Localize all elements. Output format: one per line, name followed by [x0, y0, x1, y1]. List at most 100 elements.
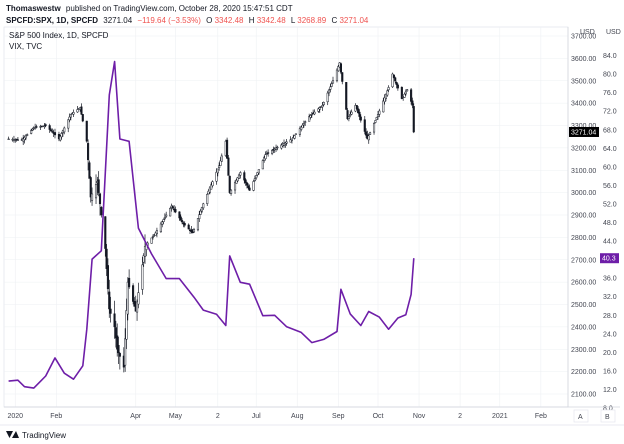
spx-candle-body: [7, 138, 10, 140]
vix-tick-label: 44.0: [603, 239, 617, 246]
time-tick-label: Feb: [50, 413, 62, 420]
spx-candle-body: [387, 87, 390, 91]
spx-candle-body: [53, 132, 57, 136]
spx-candle-body: [34, 127, 37, 130]
spx-candle-body: [346, 110, 349, 120]
spx-candle-body: [80, 106, 83, 115]
vix-tick-label: 60.0: [603, 164, 617, 171]
spx-candle-body: [355, 105, 358, 110]
header-line-2: SPCFD:SPX, 1D, SPCFD 3271.04 −119.64 (−3…: [6, 16, 369, 25]
spx-candle-body: [72, 112, 75, 115]
spx-candle-body: [392, 74, 395, 78]
scale-button-b[interactable]: B: [600, 409, 616, 423]
spx-candle-body: [329, 86, 332, 90]
spx-candle-body: [308, 116, 311, 122]
spx-candle-body: [275, 147, 278, 150]
footer-brand: TradingView: [22, 431, 66, 440]
vix-line: [8, 60, 415, 389]
spx-candle-body: [244, 179, 247, 183]
spx-candle-body: [226, 139, 229, 159]
spx-candle-body: [309, 115, 312, 118]
vix-tick-label: 80.0: [603, 72, 617, 79]
spx-candle-body: [406, 89, 409, 92]
scale-button-a[interactable]: A: [573, 409, 589, 423]
spx-candle-body: [280, 144, 283, 149]
spx-candle-body: [179, 216, 182, 221]
spx-candle-body: [263, 157, 266, 161]
spx-candle-body: [43, 125, 46, 127]
spx-candle-body: [337, 66, 340, 72]
spx-candle-body: [404, 91, 407, 95]
spx-candle-body: [289, 139, 292, 143]
spx-candle-body: [44, 124, 47, 126]
spx-candle-body: [294, 133, 297, 135]
spx-candle-body: [210, 184, 213, 190]
spx-candle-body: [126, 281, 129, 315]
spx-candle-body: [357, 108, 360, 114]
spx-candle-body: [165, 214, 168, 217]
vix-last-badge: [600, 253, 619, 264]
spx-candle-body: [382, 100, 385, 113]
spx-candle-body: [143, 246, 147, 257]
spx-candle-body: [108, 291, 111, 310]
spx-candle-body: [391, 73, 394, 88]
spx-tick-label: 3300.00: [571, 123, 596, 130]
spx-candle-body: [161, 221, 164, 225]
spx-candle-body: [367, 135, 370, 141]
spx-candle-body: [235, 179, 238, 184]
spx-candle-body: [114, 327, 117, 339]
time-tick-label: 2021: [492, 413, 508, 420]
spx-candle-body: [383, 97, 386, 103]
last-price: 3271.04: [103, 16, 132, 25]
spx-candle-body: [94, 184, 98, 199]
left-axis-unit: USD: [580, 29, 595, 36]
spx-candle-body: [327, 89, 331, 94]
spx-candle-body: [199, 210, 202, 215]
spx-candle-body: [403, 93, 406, 98]
spx-candle-body: [81, 114, 84, 122]
spx-candle-body: [155, 230, 158, 235]
spx-candle-body: [16, 139, 19, 141]
vix-tick-label: 24.0: [603, 331, 617, 338]
spx-candle-body: [59, 135, 62, 141]
time-tick-label: 2: [458, 413, 462, 420]
high-value: 3342.48: [257, 16, 286, 25]
spx-candle-body: [317, 108, 320, 112]
spx-candle-body: [396, 84, 399, 89]
plot-area: [3, 26, 569, 408]
right-axis-unit: USD: [606, 29, 621, 36]
spx-candle-body: [237, 174, 241, 179]
spx-candle-body: [245, 182, 248, 186]
last-value-badges: 3271.04 40.3: [569, 126, 619, 264]
spx-candle-body: [97, 179, 100, 193]
spx-candle-body: [386, 90, 389, 96]
spx-candle-body: [322, 102, 325, 105]
spx-candle-body: [132, 285, 135, 302]
close-label: C: [331, 16, 337, 25]
publisher: Thomaswestw: [6, 4, 61, 13]
vix-tick-label: 68.0: [603, 127, 617, 134]
spx-candle-body: [113, 313, 116, 328]
time-tick-label: May: [169, 413, 183, 420]
spx-candle-body: [378, 110, 381, 115]
spx-candle-body: [142, 255, 145, 263]
spx-candle-body: [31, 128, 34, 131]
spx-candle-body: [68, 116, 71, 121]
spx-candle-body: [137, 292, 140, 305]
header-line-1: Thomaswestw published on TradingView.com…: [6, 4, 293, 13]
spx-tick-label: 2700.00: [571, 257, 596, 264]
symbol: SPCFD:SPX, 1D, SPCFD: [6, 16, 98, 25]
spx-candle-body: [304, 121, 307, 123]
vix-series: [8, 60, 415, 389]
spx-candle-body: [350, 111, 353, 115]
spx-candle-body: [98, 193, 102, 205]
spx-candle-body: [163, 216, 166, 219]
spx-candle-body: [91, 193, 94, 201]
spx-candle-body: [183, 223, 186, 226]
spx-candle-body: [363, 119, 366, 132]
spx-candle-body: [87, 143, 90, 161]
spx-candle-body: [326, 92, 329, 103]
spx-candle-body: [384, 93, 388, 99]
spx-candle-body: [271, 150, 274, 154]
